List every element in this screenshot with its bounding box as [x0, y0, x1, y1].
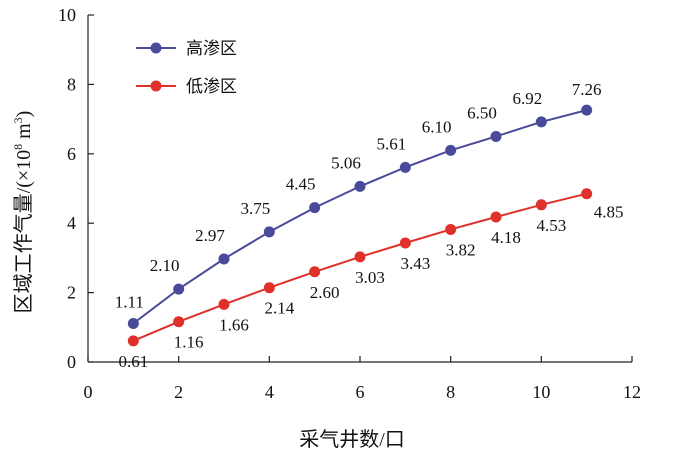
data-label: 7.26 — [572, 80, 602, 99]
x-tick-label: 10 — [532, 382, 550, 402]
data-label: 6.50 — [467, 103, 497, 122]
legend-marker — [150, 80, 162, 92]
y-axis-title-mid: m — [13, 123, 35, 144]
x-tick-label: 6 — [356, 382, 365, 402]
y-tick-label: 10 — [58, 5, 76, 25]
data-label: 2.97 — [195, 226, 225, 245]
y-axis-title-sup-1: 8 — [11, 144, 25, 150]
data-point — [218, 298, 230, 310]
y-axis-title-sup-2: 3 — [11, 117, 25, 123]
legend-item-2: 低渗区 — [136, 77, 237, 96]
data-label: 4.53 — [536, 216, 566, 235]
data-label: 6.10 — [422, 117, 452, 136]
data-point — [127, 317, 139, 329]
data-label: 1.66 — [219, 315, 249, 334]
legend-label: 低渗区 — [186, 77, 237, 96]
data-point — [581, 188, 593, 200]
data-point — [354, 251, 366, 263]
data-label: 2.14 — [264, 299, 294, 318]
data-point — [581, 104, 593, 116]
series-layer: 1.11 2.10 2.97 3.75 4.45 5.06 5.61 6.10 6.50 6.92… — [115, 80, 624, 371]
axes: 0 2 4 6 8 10 0 2 4 6 8 10 12 — [58, 5, 641, 402]
data-point — [173, 283, 185, 295]
series-1: 1.11 2.10 2.97 3.75 4.45 5.06 5.61 6.10 6.50 6.92… — [115, 80, 602, 329]
data-label: 5.61 — [376, 134, 406, 153]
data-label: 4.85 — [594, 203, 624, 222]
x-tick-label: 4 — [265, 382, 274, 402]
data-label: 1.16 — [174, 333, 204, 352]
legend-marker — [150, 42, 162, 54]
y-axis-title-main: 区域工作气量/(×10 — [12, 150, 35, 314]
data-point — [173, 316, 185, 328]
data-label: 4.18 — [491, 228, 521, 247]
data-label: 6.92 — [512, 89, 542, 108]
y-tick-label: 0 — [67, 352, 76, 372]
data-point — [127, 335, 139, 347]
legend-label: 高渗区 — [186, 39, 237, 58]
legend-item-1: 高渗区 — [136, 39, 237, 58]
data-point — [399, 237, 411, 249]
data-label: 2.60 — [310, 283, 340, 302]
data-point — [399, 161, 411, 173]
x-tick-label: 2 — [174, 382, 183, 402]
data-point — [535, 116, 547, 128]
y-tick-label: 4 — [67, 213, 76, 233]
x-axis-title: 采气井数/口 — [299, 428, 405, 451]
y-axis-title: 区域工作气量/(×108 m3) — [11, 111, 35, 314]
data-point — [263, 226, 275, 238]
data-label: 3.03 — [355, 268, 385, 287]
data-point — [309, 202, 321, 214]
data-label: 3.43 — [400, 254, 430, 273]
data-label: 5.06 — [331, 153, 361, 172]
data-point — [218, 253, 230, 265]
data-label: 4.45 — [286, 175, 316, 194]
data-point — [490, 211, 502, 223]
data-point — [263, 282, 275, 294]
x-tick-label: 12 — [623, 382, 641, 402]
data-point — [445, 223, 457, 235]
x-tick-label: 8 — [446, 382, 455, 402]
y-tick-label: 8 — [67, 74, 76, 94]
data-label: 0.61 — [118, 352, 148, 371]
data-label: 3.75 — [240, 199, 270, 218]
data-point — [445, 144, 457, 156]
data-point — [354, 180, 366, 192]
data-point — [490, 130, 502, 142]
series-2: 0.61 1.16 1.66 2.14 2.60 3.03 3.43 3.82 4.18 4.53… — [118, 188, 624, 371]
data-label: 3.82 — [446, 240, 476, 259]
series-line — [132, 109, 587, 325]
x-tick-label: 0 — [84, 382, 93, 402]
y-tick-label: 2 — [67, 283, 76, 303]
data-point — [309, 266, 321, 278]
y-tick-label: 6 — [67, 144, 76, 164]
data-point — [535, 199, 547, 211]
data-label: 1.11 — [115, 292, 144, 311]
data-label: 2.10 — [150, 256, 180, 275]
y-axis-title-end: ) — [13, 111, 35, 118]
